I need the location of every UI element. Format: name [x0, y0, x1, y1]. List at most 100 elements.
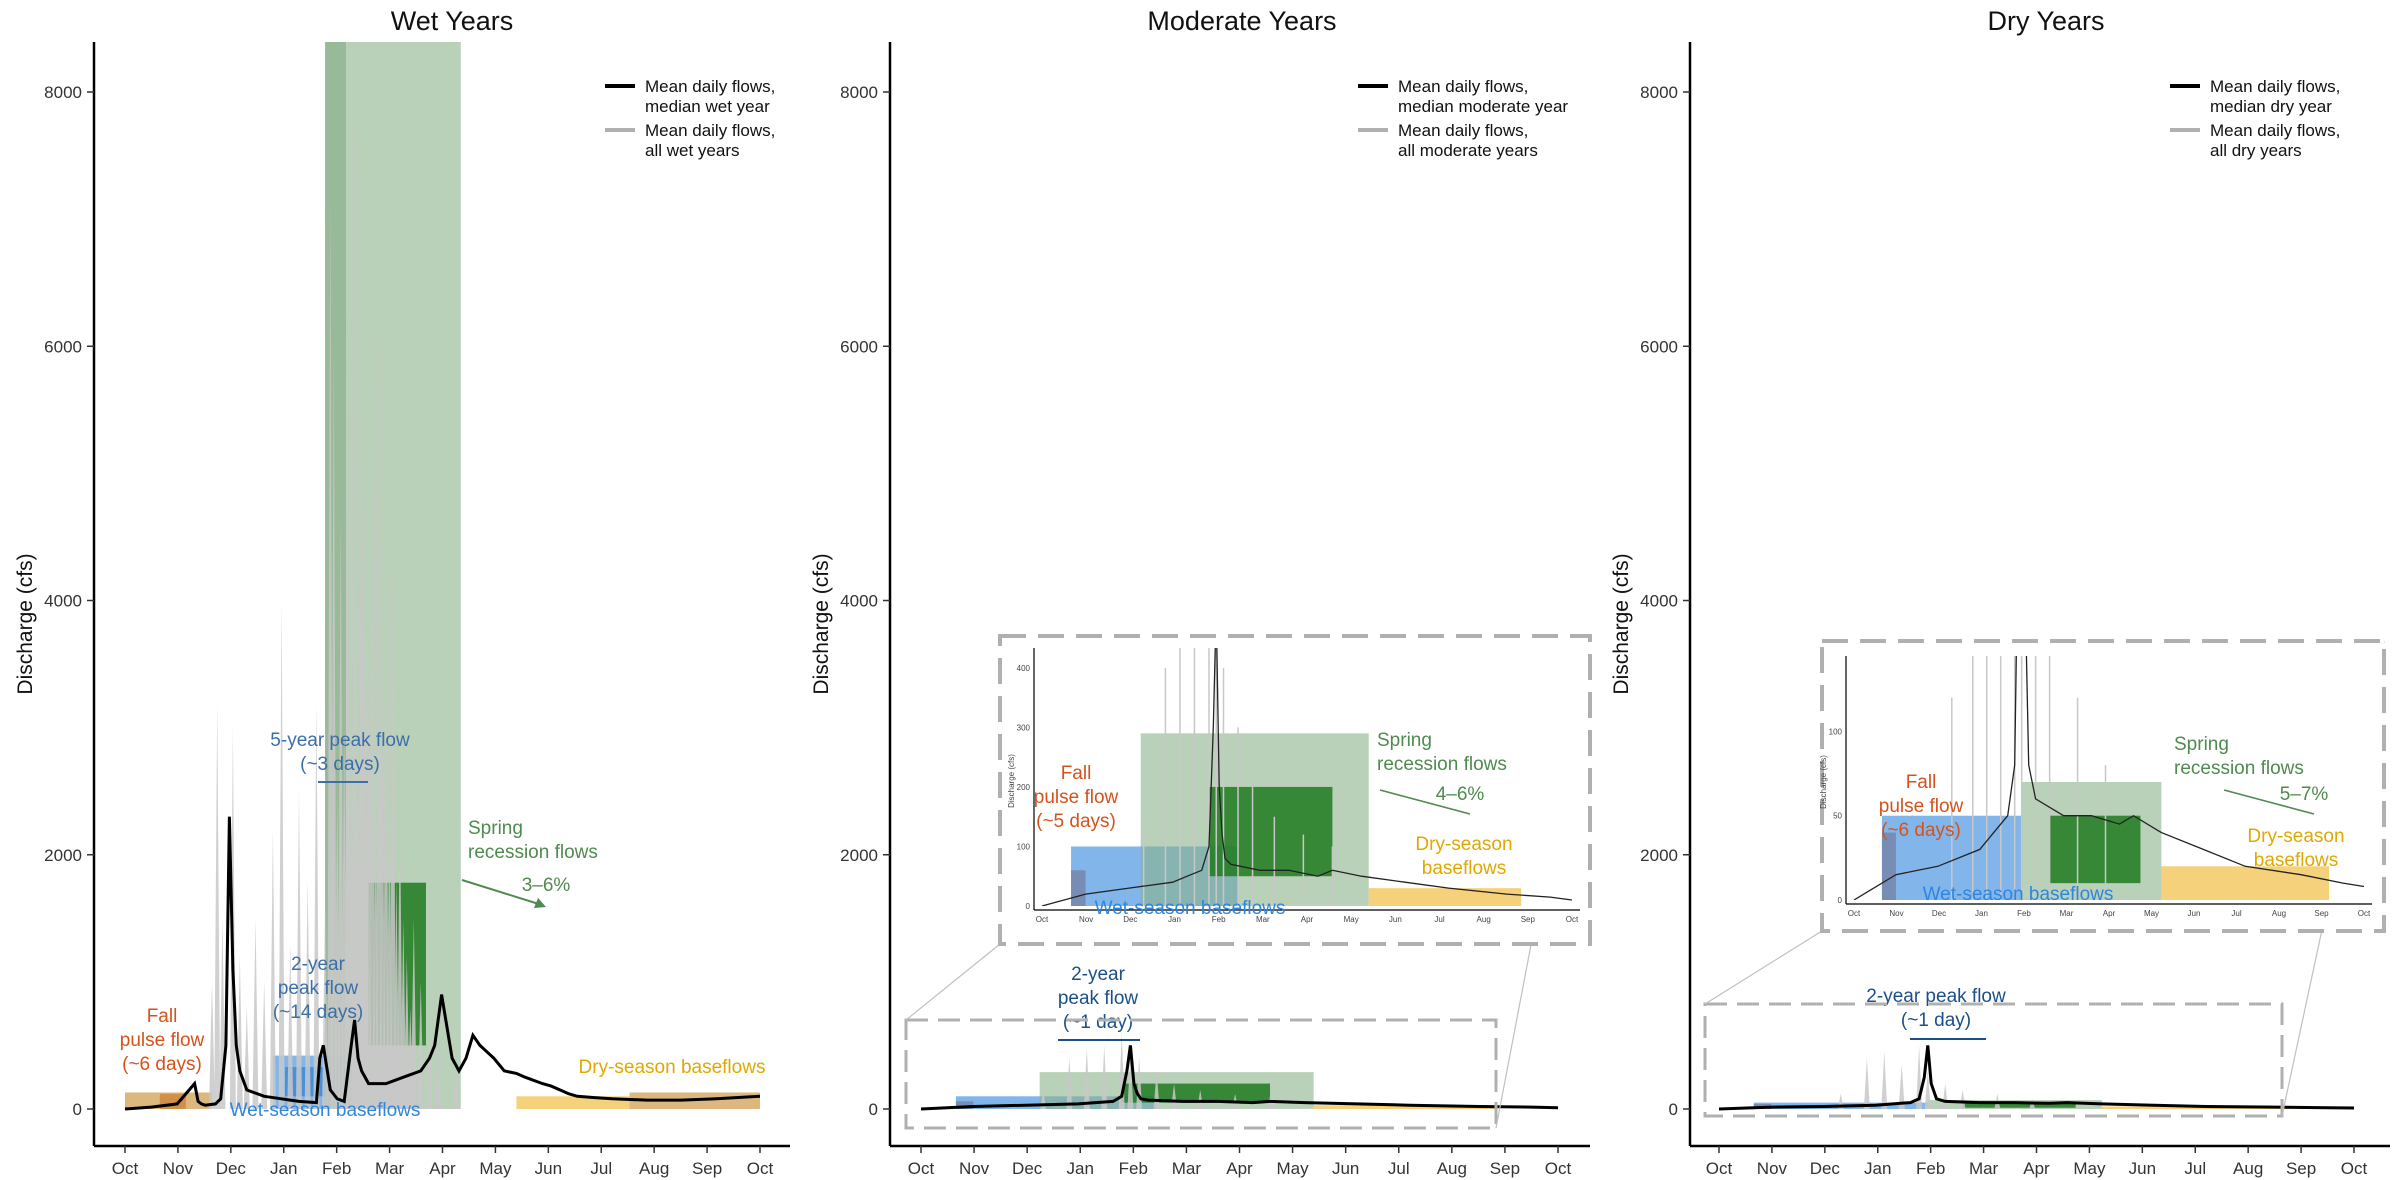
- grey-spike: [304, 880, 311, 1109]
- series-all-years: [208, 66, 459, 1110]
- series-median-line: [124, 816, 761, 1111]
- annotation: 3–6%: [522, 875, 571, 896]
- component-boxes: [125, 42, 760, 1109]
- y-axis-label: Discharge (cfs): [810, 553, 833, 694]
- inset-x-tick-label: Apr: [2103, 909, 2116, 918]
- x-tick-label: Dec: [216, 1159, 247, 1178]
- y-tick-label: 8000: [1640, 83, 1678, 102]
- grey-spike: [382, 575, 389, 1109]
- inset-y-tick-label: 50: [1833, 812, 1842, 821]
- component-box: [1313, 1105, 1497, 1109]
- grey-spike: [1101, 1045, 1108, 1109]
- inset-x-tick-label: Oct: [1036, 915, 1049, 924]
- inset-x-tick-label: Oct: [1848, 909, 1861, 918]
- grey-spike: [313, 702, 320, 1109]
- annotation: 2-year peak flow (~1 day): [1058, 964, 1139, 1033]
- inset-x-tick-label: Oct: [1566, 915, 1579, 924]
- inset-component-box: [1208, 786, 1333, 877]
- panel-1: Wet Years 0 2000 4000 6000 8000 Discharge (cfs…: [14, 6, 790, 1178]
- chart-title: Moderate Years: [1147, 6, 1336, 36]
- inset-x-tick-label: Nov: [1079, 915, 1093, 924]
- x-tick-label: Dec: [1810, 1159, 1841, 1178]
- grey-spike: [1898, 1064, 1905, 1109]
- x-tick-label: Jun: [535, 1159, 562, 1178]
- x-tick-label: Feb: [322, 1159, 351, 1178]
- x-tick-label: Jan: [270, 1159, 297, 1178]
- y-tick-label: 0: [1669, 1100, 1678, 1119]
- y-tick-label: 0: [73, 1100, 82, 1119]
- grey-spike: [435, 1045, 442, 1109]
- x-tick-label: Aug: [1437, 1159, 1467, 1178]
- legend-entry: Mean daily flows, median dry year: [2210, 77, 2340, 116]
- x-tick-label: Jan: [1067, 1159, 1094, 1178]
- x-tick-label: Nov: [959, 1159, 990, 1178]
- inset-x-tick-label: Jan: [1975, 909, 1988, 918]
- legend: Mean daily flows, median dry year Mean dai…: [2170, 77, 2340, 160]
- zoom-region: [1703, 1002, 2284, 1118]
- grey-spike: [344, 308, 351, 1109]
- grey-spike: [236, 956, 243, 1109]
- y-tick-label: 6000: [840, 337, 878, 356]
- inset-median-line: [1853, 656, 2365, 900]
- x-tick-label: Jul: [590, 1159, 612, 1178]
- x-tick-label: Apr: [429, 1159, 456, 1178]
- recession-arrow: [461, 879, 543, 906]
- annotation: Wet-season baseflows: [230, 1100, 421, 1121]
- inset-component-box: [1368, 888, 1522, 906]
- grey-spike: [269, 829, 276, 1109]
- inset-y-axis-label: Discharge (cfs): [1007, 754, 1016, 808]
- x-tick-label: Oct: [908, 1159, 935, 1178]
- inset-y-tick-label: 400: [1017, 664, 1031, 673]
- x-tick-label: Oct: [112, 1159, 139, 1178]
- x-tick-label: Nov: [1757, 1159, 1788, 1178]
- legend-entry: Mean daily flows, median wet year: [645, 77, 775, 116]
- inset-x-tick-label: Sep: [1521, 915, 1536, 924]
- inset-x-tick-label: May: [2144, 909, 2159, 918]
- grey-spike: [1959, 1089, 1966, 1109]
- series-median-line: [1718, 1045, 2355, 1111]
- component-box: [1962, 1102, 2076, 1108]
- x-tick-label: Mar: [1172, 1159, 1202, 1178]
- x-tick-label: Sep: [2286, 1159, 2316, 1178]
- y-tick-label: 6000: [44, 337, 82, 356]
- zoom-connector: [905, 943, 1001, 1021]
- inset-x-tick-label: Dec: [1932, 909, 1946, 918]
- inset-component-box: [2161, 866, 2330, 900]
- chart-title: Dry Years: [1987, 6, 2104, 36]
- inset-y-tick-label: 300: [1017, 723, 1031, 732]
- y-tick-label: 6000: [1640, 337, 1678, 356]
- x-tick-label: Feb: [1916, 1159, 1945, 1178]
- x-tick-label: Jun: [1332, 1159, 1359, 1178]
- y-axis-label: Discharge (cfs): [1610, 553, 1633, 694]
- inset-x-tick-label: May: [1344, 915, 1359, 924]
- grey-spike: [243, 1007, 250, 1109]
- grey-spike: [1881, 1051, 1888, 1109]
- inset-y-tick-label: 0: [1838, 896, 1843, 905]
- legend: Mean daily flows, median moderate year Mea…: [1358, 77, 1568, 160]
- inset-annotation: Fall pulse flow (~5 days): [1034, 763, 1119, 832]
- x-tick-label: Sep: [1490, 1159, 1520, 1178]
- x-tick-label: May: [2073, 1159, 2106, 1178]
- grey-spike: [362, 473, 369, 1109]
- x-tick-label: May: [479, 1159, 512, 1178]
- inset-component-box: [2049, 815, 2141, 884]
- grey-spike: [337, 511, 344, 1109]
- inset-annotation: Wet-season baseflows: [1923, 884, 2114, 905]
- inset-annotation: Wet-season baseflows: [1095, 898, 1286, 919]
- inset-x-tick-label: Jun: [2188, 909, 2201, 918]
- x-tick-label: Dec: [1012, 1159, 1043, 1178]
- grey-spike: [1171, 1083, 1178, 1109]
- x-tick-label: Sep: [692, 1159, 722, 1178]
- x-tick-label: Aug: [639, 1159, 669, 1178]
- chart-title: Wet Years: [391, 6, 514, 36]
- grey-spike: [278, 600, 285, 1109]
- panel-2: Moderate Years02000400060008000Discharge…: [810, 6, 1592, 1178]
- y-tick-label: 4000: [1640, 592, 1678, 611]
- inset-x-tick-label: Oct: [2358, 909, 2371, 918]
- panel-3: Dry Years 0 2000 4000 6000 8000 Discharge (cfs…: [1610, 6, 2390, 1178]
- grey-spike: [1066, 1058, 1073, 1109]
- inset-x-tick-label: Sep: [2314, 909, 2329, 918]
- inset-annotation: Dry-season baseflows: [1415, 834, 1512, 879]
- legend-entry: Mean daily flows, median moderate year: [1398, 77, 1568, 116]
